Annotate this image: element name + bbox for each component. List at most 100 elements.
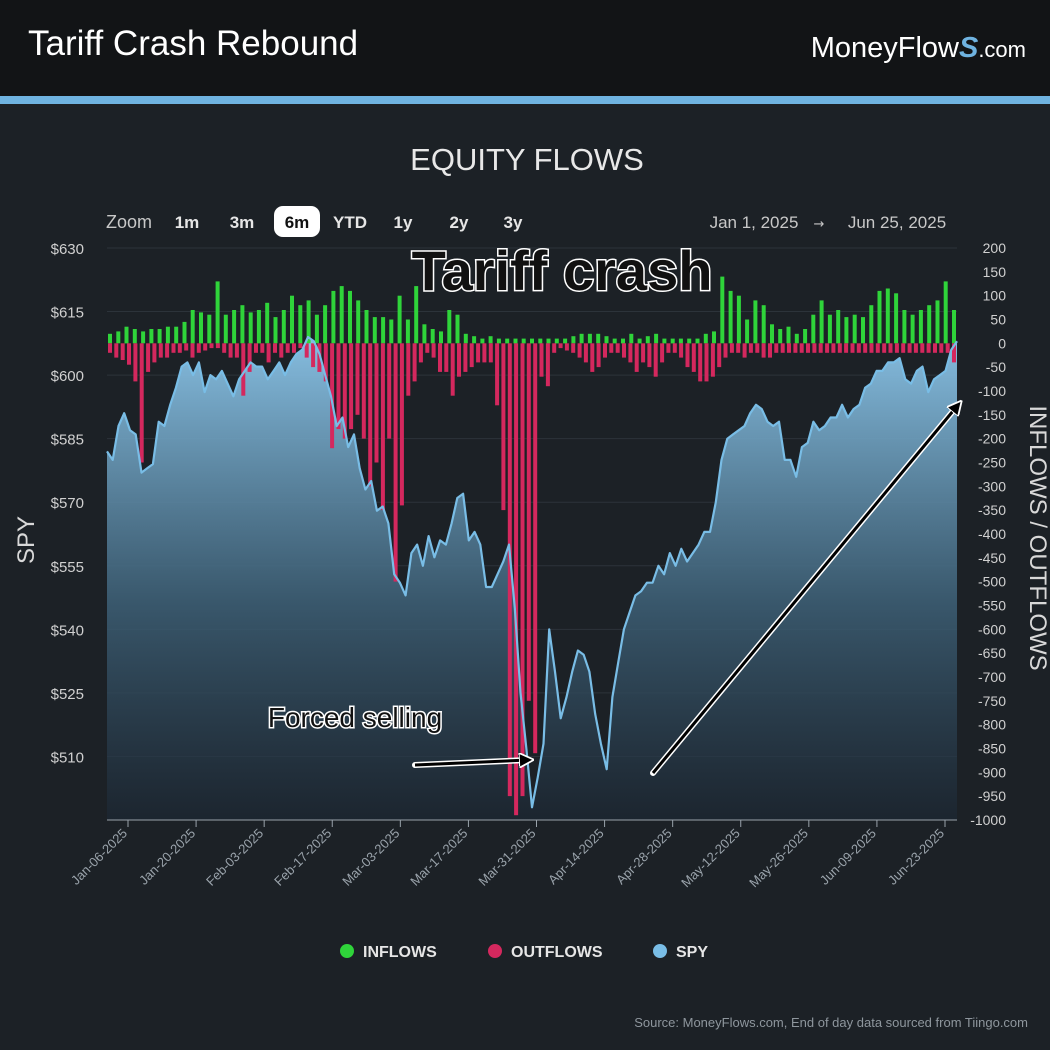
outflow-bar: [729, 343, 734, 353]
outflow-bar: [812, 343, 817, 353]
outflow-bar: [825, 343, 830, 353]
outflow-bar: [774, 343, 779, 353]
outflow-bar: [469, 343, 474, 368]
outflow-bar: [926, 343, 931, 353]
zoom-option-1m[interactable]: 1m: [175, 213, 200, 232]
inflow-bar: [323, 305, 328, 344]
zoom-option-2y[interactable]: 2y: [450, 213, 469, 232]
y2-tick-label: -900: [978, 764, 1006, 780]
outflow-bar: [260, 343, 265, 353]
outflow-bar: [736, 343, 741, 353]
outflow-bar: [171, 343, 176, 353]
outflow-bar: [349, 343, 354, 430]
inflow-bar: [819, 300, 824, 344]
inflow-bar: [199, 312, 203, 344]
outflow-bar: [215, 343, 220, 349]
zoom-option-3y[interactable]: 3y: [504, 213, 523, 232]
inflow-bar: [794, 333, 799, 344]
inflow-bar: [902, 310, 907, 344]
x-tick-label: Mar-17-2025: [407, 826, 470, 889]
y-tick-label: $630: [51, 241, 84, 258]
outflow-bar: [945, 343, 950, 353]
outflow-bar: [177, 343, 182, 353]
outflow-bar: [292, 343, 296, 353]
inflow-bar: [190, 310, 195, 344]
y2-tick-label: -450: [978, 550, 1006, 566]
inflow-bar: [381, 317, 386, 344]
outflow-bar: [672, 343, 677, 353]
inflow-bar: [430, 329, 435, 344]
legend-dot-outflows: [488, 944, 502, 958]
inflow-bar: [587, 333, 592, 344]
outflow-bar: [761, 343, 766, 358]
outflow-bar: [323, 343, 328, 382]
y-axis-title: SPY: [13, 516, 40, 564]
legend-item-inflows[interactable]: INFLOWS: [363, 944, 437, 961]
outflow-bar: [133, 343, 138, 382]
inflow-bar: [927, 305, 932, 344]
inflow-bar: [736, 295, 741, 344]
outflow-bar: [647, 343, 652, 368]
spy-line: [106, 335, 958, 809]
inflow-bar: [910, 314, 915, 344]
equity-flows-chart: EQUITY FLOWS Zoom 1m 3m 6m YTD 1y 2y 3y Jan 1, 20…: [13, 142, 1050, 961]
y2-tick-label: -200: [978, 431, 1006, 447]
inflow-bar: [240, 305, 245, 344]
inflow-bar: [141, 331, 146, 344]
outflow-bar: [533, 343, 538, 754]
zoom-selected-pill[interactable]: [274, 206, 320, 237]
outflow-bar: [361, 343, 366, 439]
y2-tick-label: -950: [978, 788, 1006, 804]
zoom-option-1y[interactable]: 1y: [394, 213, 413, 232]
inflow-bar: [414, 286, 419, 344]
range-start-input[interactable]: Jan 1, 2025: [710, 213, 799, 232]
outflow-bar: [330, 343, 335, 449]
inflow-bar: [331, 290, 336, 344]
y2-tick-label: -550: [978, 598, 1006, 614]
inflow-bar: [952, 310, 956, 344]
forced-selling-arrow-icon: [414, 760, 528, 765]
outflow-bar: [742, 343, 747, 358]
range-end-input[interactable]: Jun 25, 2025: [848, 213, 946, 232]
y-tick-label: $510: [51, 749, 84, 766]
inflow-bar: [703, 333, 708, 344]
inflow-bar: [356, 300, 361, 344]
inflow-bar: [918, 310, 923, 344]
inflow-bar: [248, 312, 253, 344]
outflow-bar: [755, 343, 760, 353]
legend-item-outflows[interactable]: OUTFLOWS: [511, 944, 603, 961]
outflow-bar: [247, 343, 252, 372]
outflow-bar: [571, 343, 576, 353]
y2-tick-label: -600: [978, 621, 1006, 637]
spy-area: [107, 337, 957, 820]
outflow-bar: [501, 343, 506, 511]
outflow-bar: [463, 343, 468, 372]
zoom-option-ytd[interactable]: YTD: [333, 213, 367, 232]
inflow-bar: [753, 300, 758, 344]
outflow-bar: [577, 343, 582, 358]
inflow-bar: [439, 331, 443, 344]
y2-axis-title: INFLOWS / OUTFLOWS: [1024, 405, 1050, 670]
inflow-bar: [687, 338, 692, 344]
outflow-bar: [393, 343, 398, 582]
outflow-bar: [634, 343, 639, 372]
y2-tick-label: -650: [978, 645, 1006, 661]
y-tick-label: $600: [51, 368, 84, 385]
zoom-option-6m[interactable]: 6m: [285, 213, 310, 232]
inflow-bar: [182, 321, 187, 344]
inflow-bar: [678, 338, 683, 344]
inflow-bar: [720, 276, 725, 344]
legend-item-spy[interactable]: SPY: [676, 944, 708, 961]
inflow-bar: [463, 333, 468, 344]
outflow-bar: [526, 343, 531, 701]
inflow-bar: [803, 329, 808, 344]
x-tick-label: Jun-23-2025: [885, 826, 947, 888]
outflow-bar: [558, 343, 563, 349]
y2-tick-label: 150: [983, 264, 1007, 280]
inflow-bar: [480, 338, 485, 344]
y-tick-label: $525: [51, 686, 84, 703]
outflow-bar: [780, 343, 785, 353]
outflow-bar: [380, 343, 385, 511]
outflow-bar: [628, 343, 633, 363]
zoom-option-3m[interactable]: 3m: [230, 213, 255, 232]
